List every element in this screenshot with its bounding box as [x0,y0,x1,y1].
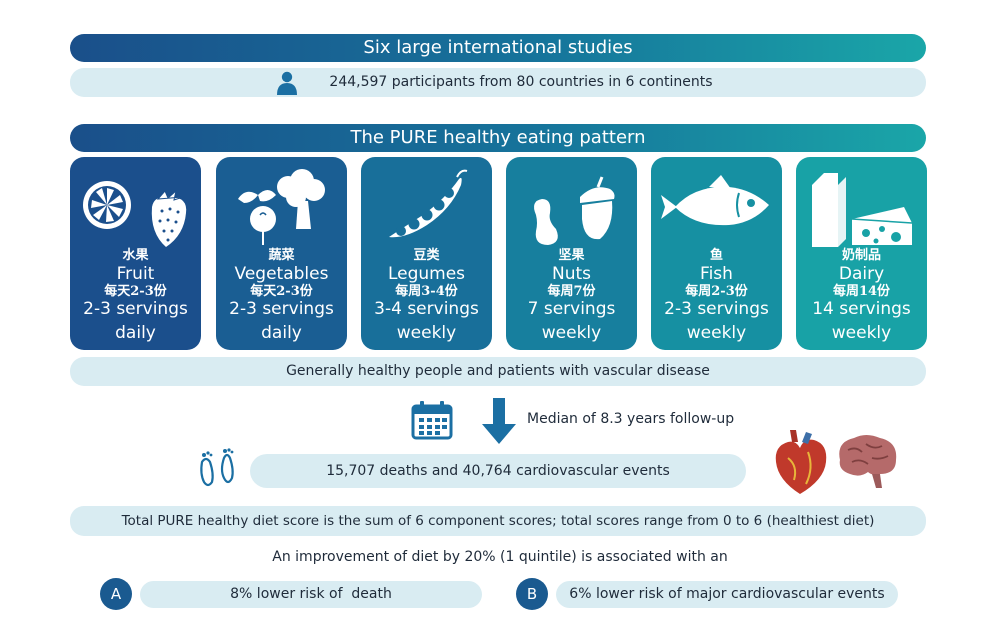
outcome-b-letter: B [526,585,538,603]
heart-icon [775,430,827,494]
pattern-banner: The PURE healthy eating pattern [70,124,926,152]
legumes-name: Legumes [387,264,466,284]
dairy-zh-serving: 每周14份 [832,284,891,299]
legumes-zh: 豆类 [413,248,440,263]
outcome-b-badge: B [516,578,548,610]
pattern-title: The PURE healthy eating pattern [350,127,646,148]
outcome-a-badge: A [100,578,132,610]
outcome-a-text: 8% lower risk of death [230,586,392,602]
participants-pill: 244,597 participants from 80 countries i… [70,68,926,97]
nuts-frequency: weekly [541,323,602,343]
fish-icon [661,175,769,226]
legumes-icon [389,169,468,238]
fish-zh-serving: 每周2-3份 [685,284,748,299]
food-card-vegetables: 蔬菜 Vegetables 每天2-3份 2-3 servings daily [216,157,347,350]
dairy-frequency: weekly [831,323,892,343]
events-pill: 15,707 deaths and 40,764 cardiovascular … [250,454,746,488]
footprints-icon [200,448,234,487]
score-text: Total PURE healthy diet score is the sum… [121,513,875,529]
food-card-fruit: 水果 Fruit 每天2-3份 2-3 servings daily [70,157,201,350]
legumes-zh-serving: 每周3-4份 [395,284,458,299]
outcome-b-pill: 6% lower risk of major cardiovascular ev… [556,581,898,608]
followup-text: Median of 8.3 years follow-up [527,411,735,427]
fruit-name: Fruit [116,264,155,284]
fish-servings: 2-3 servings [664,299,769,319]
food-card-fish: 鱼 Fish 每周2-3份 2-3 servings weekly [651,157,782,350]
dairy-name: Dairy [838,264,885,284]
nuts-icon [534,176,615,245]
fruit-zh: 水果 [122,248,149,263]
events-text: 15,707 deaths and 40,764 cardiovascular … [326,463,670,479]
brain-icon [839,435,897,488]
population-pill: Generally healthy people and patients wi… [70,357,926,386]
food-card-dairy: 奶制品 Dairy 每周14份 14 servings weekly [796,157,927,350]
vegetables-servings: 2-3 servings [229,299,334,319]
vegetables-zh-serving: 每天2-3份 [250,284,313,299]
dairy-servings: 14 servings [812,299,911,319]
population-text: Generally healthy people and patients wi… [286,363,710,379]
food-card-legumes: 豆类 Legumes 每周3-4份 3-4 servings weekly [361,157,492,350]
nuts-name: Nuts [551,264,591,284]
studies-title: Six large international studies [363,37,633,58]
fruit-servings: 2-3 servings [83,299,188,319]
nuts-servings: 7 servings [527,299,616,319]
legumes-servings: 3-4 servings [374,299,479,319]
fish-name: Fish [700,264,733,284]
down-arrow-icon [482,398,516,444]
nuts-zh-serving: 每周7份 [547,284,596,299]
food-card-nuts: 坚果 Nuts 每周7份 7 servings weekly [506,157,637,350]
fruit-zh-serving: 每天2-3份 [104,284,167,299]
legumes-frequency: weekly [396,323,457,343]
nuts-zh: 坚果 [558,248,585,263]
fish-zh: 鱼 [709,248,723,263]
vegetables-icon [238,169,325,245]
outcome-a-pill: 8% lower risk of death [140,581,482,608]
dairy-icon [812,173,913,247]
vegetables-frequency: daily [261,323,302,343]
dairy-zh: 奶制品 [841,248,881,263]
fruit-icon [83,181,187,247]
score-pill: Total PURE healthy diet score is the sum… [70,506,926,536]
vegetables-zh: 蔬菜 [268,248,295,263]
outcome-a-letter: A [110,585,122,603]
studies-banner: Six large international studies [70,34,926,62]
improvement-text: An improvement of diet by 20% (1 quintil… [272,549,728,565]
person-icon [277,71,297,95]
fish-frequency: weekly [686,323,747,343]
outcome-b-text: 6% lower risk of major cardiovascular ev… [569,586,885,602]
participants-text: 244,597 participants from 80 countries i… [329,74,713,90]
fruit-frequency: daily [115,323,156,343]
vegetables-name: Vegetables [234,264,329,284]
calendar-icon [411,401,453,440]
